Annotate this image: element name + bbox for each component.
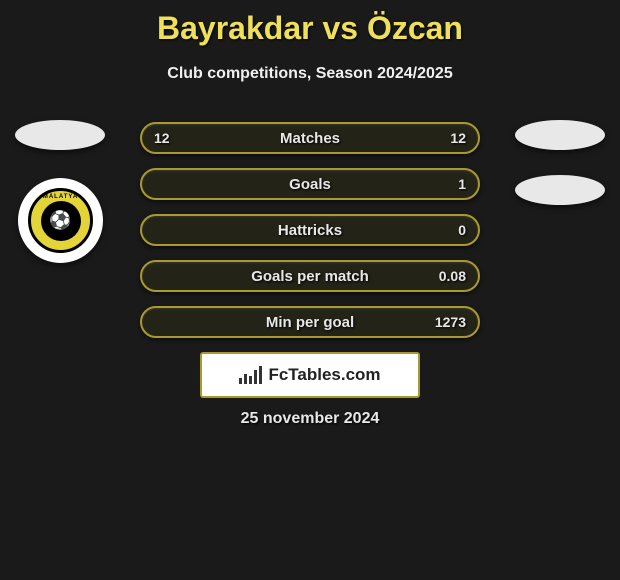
- stat-right-value: 1: [458, 176, 466, 192]
- stat-label: Goals: [289, 176, 331, 193]
- stat-label: Matches: [280, 130, 340, 147]
- logo-text: FcTables.com: [268, 365, 380, 385]
- stat-right-value: 0.08: [439, 268, 466, 284]
- fctables-logo: FcTables.com: [200, 352, 420, 398]
- stat-label: Goals per match: [251, 268, 369, 285]
- page-title: Bayrakdar vs Özcan: [0, 0, 620, 47]
- player-left-avatar: [15, 120, 105, 150]
- player-right-avatar: [515, 120, 605, 150]
- logo-chart-icon: [239, 366, 262, 384]
- stat-row: 12 Matches 12: [140, 122, 480, 154]
- club-right-badge: [515, 175, 605, 205]
- date-label: 25 november 2024: [0, 410, 620, 428]
- stat-row: Min per goal 1273: [140, 306, 480, 338]
- stats-bars: 12 Matches 12 Goals 1 Hattricks 0 Goals per mat…: [140, 122, 480, 352]
- stat-label: Hattricks: [278, 222, 342, 239]
- club-left-badge: MALATYA ⚽: [18, 178, 103, 263]
- stat-left-value: 12: [154, 130, 170, 146]
- stat-right-value: 0: [458, 222, 466, 238]
- stat-row: Goals 1: [140, 168, 480, 200]
- subtitle: Club competitions, Season 2024/2025: [0, 65, 620, 83]
- club-left-name: MALATYA: [31, 194, 90, 200]
- stat-right-value: 12: [450, 130, 466, 146]
- stat-label: Min per goal: [266, 314, 354, 331]
- stat-row: Hattricks 0: [140, 214, 480, 246]
- stat-right-value: 1273: [435, 314, 466, 330]
- stat-row: Goals per match 0.08: [140, 260, 480, 292]
